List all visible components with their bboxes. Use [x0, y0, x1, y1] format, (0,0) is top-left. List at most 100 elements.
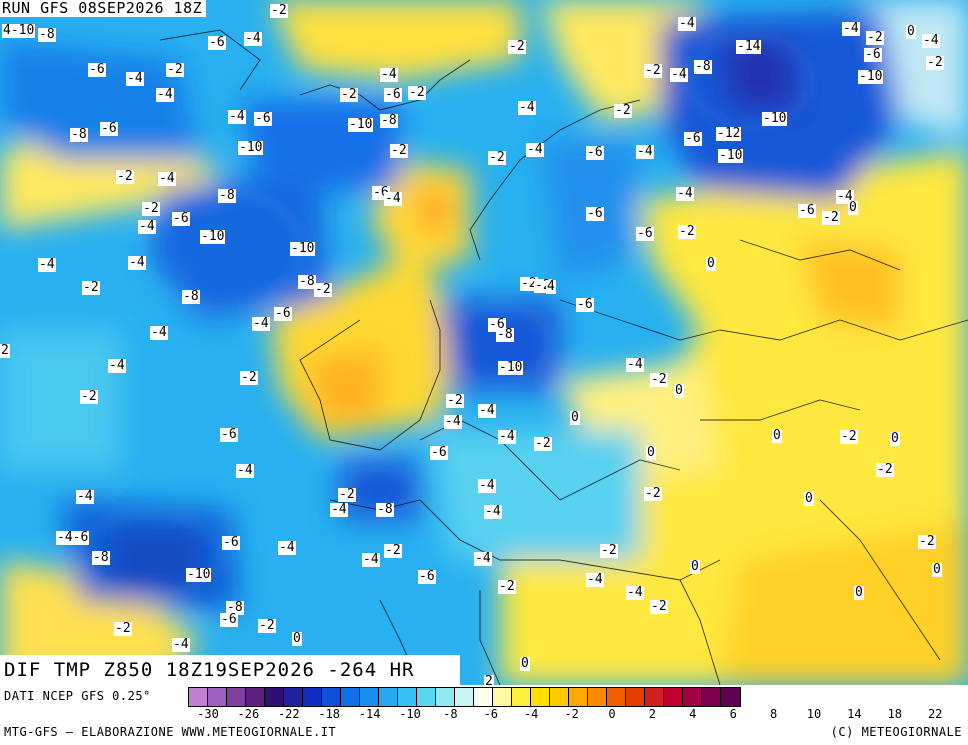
color-swatch [607, 688, 626, 706]
isotherm-label: -4 [156, 87, 174, 102]
color-swatch [227, 688, 246, 706]
color-swatch [208, 688, 227, 706]
isotherm-label: -4 [278, 540, 296, 555]
isotherm-label: -6 [220, 427, 238, 442]
isotherm-label: -2 [678, 224, 696, 239]
isotherm-label: -2 [82, 280, 100, 295]
isotherm-label: -6 [222, 535, 240, 550]
isotherm-label: -10 [238, 140, 264, 155]
isotherm-label: -2 [498, 579, 516, 594]
isotherm-label: -4 [484, 504, 502, 519]
color-scale-tick: 22 [927, 707, 943, 721]
isotherm-label: -2 [390, 143, 408, 158]
color-scale-tick: -22 [277, 707, 300, 721]
color-swatch [322, 688, 341, 706]
isotherm-label: -2 [918, 534, 936, 549]
isotherm-label: -8 [694, 59, 712, 74]
color-swatch [702, 688, 721, 706]
color-swatch [493, 688, 512, 706]
isotherm-label: 0 [772, 428, 782, 443]
isotherm-label: -6 [798, 203, 816, 218]
isotherm-label: -4 [678, 16, 696, 31]
isotherm-label: -2 [650, 599, 668, 614]
color-scale-tick: -10 [399, 707, 421, 721]
isotherm-label: -12 [716, 126, 742, 141]
isotherm-label: 0 [646, 445, 656, 460]
isotherm-label: -6 [418, 569, 436, 584]
isotherm-label: -2 [314, 282, 332, 297]
isotherm-label: 0 [690, 559, 700, 574]
isotherm-label: -8 [38, 27, 56, 42]
isotherm-label: -2 [384, 543, 402, 558]
isotherm-label: 0 [932, 562, 942, 577]
isotherm-label: -4 [380, 67, 398, 82]
isotherm-label: -8 [496, 327, 514, 342]
isotherm-label: -2 [508, 39, 526, 54]
isotherm-label: -2 [340, 87, 358, 102]
isotherm-label: -6 [220, 612, 238, 627]
credits-right: (C) METEOGIORNALE [830, 725, 962, 739]
isotherm-label: -2 [166, 62, 184, 77]
isotherm-label: -6 [384, 87, 402, 102]
isotherm-label: 0 [848, 200, 858, 215]
color-swatch [341, 688, 360, 706]
isotherm-label: -2 [926, 55, 944, 70]
isotherm-label: -4 [76, 489, 94, 504]
isotherm-label: -4 [150, 325, 168, 340]
color-swatch [588, 688, 607, 706]
isotherm-label: -2 [240, 370, 258, 385]
isotherm-label: -6 [254, 111, 272, 126]
isotherm-label: -8 [380, 113, 398, 128]
isotherm-label: -2 [822, 210, 840, 225]
color-swatch [626, 688, 645, 706]
isotherm-label: -2 [270, 3, 288, 18]
isotherm-label: -4 [518, 100, 536, 115]
color-scale-tick: 2 [648, 707, 657, 721]
isotherm-label: -4 [252, 316, 270, 331]
isotherm-label: -2 [650, 372, 668, 387]
isotherm-label: 0 [854, 585, 864, 600]
isotherm-label: -8 [226, 600, 244, 615]
isotherm-label: -4 [922, 33, 940, 48]
color-swatch [379, 688, 398, 706]
isotherm-label: -2 [114, 621, 132, 636]
isotherm-label: 0 [674, 383, 684, 398]
isotherm-label: 2 [484, 675, 494, 685]
isotherm-label: 0 [570, 410, 580, 425]
color-scale-tick: -30 [197, 707, 219, 721]
color-scale [188, 687, 741, 707]
color-scale-tick: -26 [237, 707, 260, 721]
isotherm-label: -2 [142, 201, 160, 216]
isotherm-label: -6 [430, 445, 448, 460]
isotherm-label: -6 [586, 145, 604, 160]
data-source: DATI NCEP GFS 0.25° [4, 689, 151, 703]
isotherm-label: -2 [534, 436, 552, 451]
color-scale-tick: 14 [847, 707, 862, 721]
isotherm-label: -2 [80, 389, 98, 404]
isotherm-label: -4 [474, 551, 492, 566]
isotherm-label: -4 [172, 637, 190, 652]
isotherm-label: 0 [520, 656, 530, 671]
isotherm-label: -4 [362, 552, 380, 567]
isotherm-label: -4 [108, 358, 126, 373]
isotherm-label: -8 [298, 274, 316, 289]
run-title: RUN GFS 08SEP2026 18Z [0, 0, 207, 17]
isotherm-label: -4 [676, 186, 694, 201]
isotherm-label: -2 [600, 543, 618, 558]
isotherm-label: -4 [626, 357, 644, 372]
color-swatch [721, 688, 740, 706]
isotherm-label: -6 [684, 131, 702, 146]
isotherm-label: -2 [488, 150, 506, 165]
isotherm-label: -4 [384, 191, 402, 206]
isotherm-label: -4 [842, 21, 860, 36]
isotherm-label: -2 [876, 462, 894, 477]
color-swatch [360, 688, 379, 706]
isotherm-label: -2 [116, 169, 134, 184]
isotherm-label: -10 [348, 117, 374, 132]
isotherm-label: -14 [736, 39, 762, 54]
color-swatch [683, 688, 702, 706]
isotherm-label: -10 [290, 241, 316, 256]
isotherm-label: -4 [330, 502, 348, 517]
isotherm-label: -4 [836, 189, 854, 204]
color-swatch [436, 688, 455, 706]
